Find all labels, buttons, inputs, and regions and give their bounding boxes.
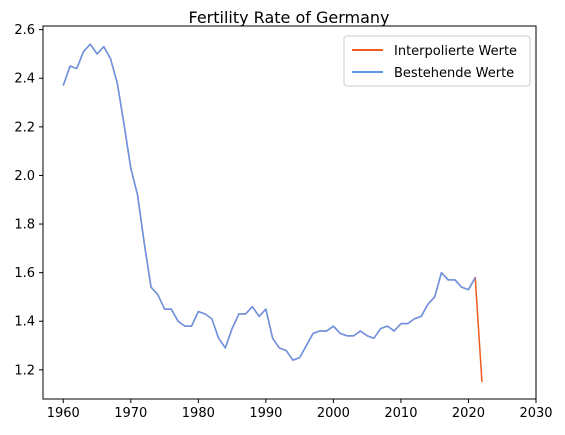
x-tick-label: 1980 [182,406,215,421]
y-tick-label: 1.6 [14,266,35,281]
y-tick-label: 2.6 [14,23,35,38]
x-tick-label: 1990 [249,406,282,421]
legend-label-interpolated: Interpolierte Werte [394,44,517,59]
series-line-existing [62,43,476,361]
x-tick-label: 1960 [47,406,80,421]
x-tick-label: 1970 [114,406,147,421]
legend-label-existing: Bestehende Werte [394,66,514,81]
y-tick-label: 2.2 [14,120,35,135]
y-axis-ticks: 1.2 1.4 1.6 1.8 2.0 2.2 2.4 2.6 [14,23,43,378]
y-tick-label: 1.4 [14,315,35,330]
legend-box [343,35,531,87]
y-tick-label: 1.8 [14,218,35,233]
x-tick-label: 2010 [384,406,417,421]
y-tick-label: 2.4 [14,72,35,87]
y-tick-label: 2.0 [14,169,35,184]
y-tick-label: 1.2 [14,363,35,378]
axes: 1960 1970 1980 1990 2000 2010 2020 2030 1.21.41… [14,23,552,421]
chart-title: Fertility Rate of Germany [188,8,389,27]
x-tick-label: 2020 [452,406,485,421]
plot-frame [42,25,537,400]
x-tick-label: 2030 [519,406,552,421]
plot-area [62,43,483,383]
x-axis-ticks: 1960 1970 1980 1990 2000 2010 2020 2030 [47,399,553,421]
x-tick-label: 2000 [317,406,350,421]
legend: Interpolierte Werte Bestehende Werte [343,35,531,87]
